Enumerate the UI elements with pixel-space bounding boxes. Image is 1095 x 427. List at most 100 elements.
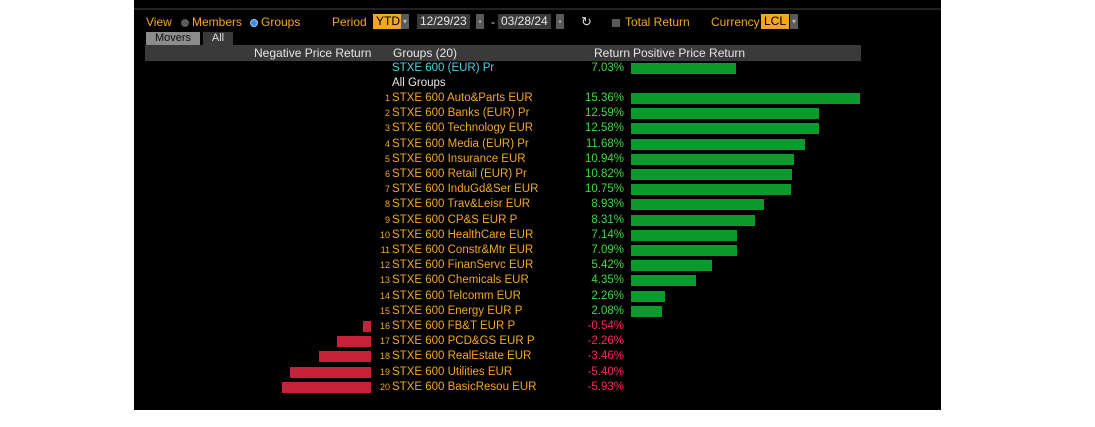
group-name: STXE 600 Auto&Parts EUR	[392, 92, 533, 104]
group-row[interactable]: 19 STXE 600 Utilities EUR -5.40%	[134, 365, 941, 380]
group-row[interactable]: 15 STXE 600 Energy EUR P 2.08%	[134, 304, 941, 319]
group-name: STXE 600 Technology EUR	[392, 122, 534, 135]
group-name: STXE 600 FinanServc EUR	[392, 259, 534, 272]
group-return-value: 12.59%	[584, 107, 624, 120]
negative-return-bar	[362, 321, 371, 332]
return-header[interactable]: Return	[594, 46, 631, 60]
group-row[interactable]: 17 STXE 600 PCD&GS EUR P -2.26%	[134, 334, 941, 349]
members-label: Members	[192, 15, 243, 29]
group-rank: 12	[379, 260, 390, 271]
group-row[interactable]: 4 STXE 600 Media (EUR) Pr 11.68%	[134, 137, 941, 152]
group-name: STXE 600 BasicResou EUR	[392, 380, 537, 393]
group-row[interactable]: 13 STXE 600 Chemicals EUR 4.35%	[134, 273, 941, 288]
positive-return-bar	[631, 199, 765, 211]
group-name: STXE 600 PCD&GS EUR P	[392, 335, 535, 348]
group-rank: 9	[384, 214, 390, 225]
group-row[interactable]: 6 STXE 600 Retail (EUR) Pr 10.82%	[134, 167, 941, 182]
group-return-value: 8.31%	[591, 213, 624, 226]
currency-dropdown-icon[interactable]: ▾	[790, 14, 798, 29]
total-return-checkbox[interactable]: Total Return	[612, 15, 690, 29]
negative-return-bar	[319, 351, 371, 363]
group-name: STXE 600 RealEstate EUR	[392, 350, 532, 363]
positive-return-header[interactable]: Positive Price Return	[633, 46, 746, 60]
positive-return-bar	[631, 245, 737, 256]
group-name: STXE 600 Telcomm EUR	[392, 289, 521, 302]
group-return-value: -5.93%	[587, 380, 624, 393]
group-name: STXE 600 Media (EUR) Pr	[392, 137, 529, 150]
group-name: STXE 600 InduGd&Ser EUR	[392, 183, 539, 196]
groups-header[interactable]: Groups (20)	[393, 46, 458, 60]
refresh-icon[interactable]: ↻	[581, 14, 592, 29]
benchmark-bar	[631, 63, 736, 74]
group-name: STXE 600 Utilities EUR	[392, 365, 513, 378]
group-return-value: 10.94%	[584, 152, 624, 165]
group-row[interactable]: 8 STXE 600 Trav&Leisr EUR 8.93%	[134, 197, 941, 212]
group-return-value: 11.68%	[585, 137, 624, 150]
tab-movers[interactable]: Movers	[146, 32, 200, 45]
group-row[interactable]: 16 STXE 600 FB&T EUR P -0.54%	[134, 319, 941, 334]
group-return-value: 7.09%	[591, 244, 624, 256]
table-header: Negative Price Return Groups (20) Return…	[145, 45, 861, 61]
group-return-value: 5.42%	[591, 259, 624, 272]
group-rank: 2	[384, 108, 390, 119]
group-rank: 8	[384, 199, 390, 210]
group-row[interactable]: 7 STXE 600 InduGd&Ser EUR 10.75%	[134, 182, 941, 197]
tab-all[interactable]: All	[203, 32, 233, 45]
group-return-value: 2.26%	[591, 289, 624, 302]
all-groups-row: All Groups	[134, 76, 941, 91]
group-row[interactable]: 10 STXE 600 HealthCare EUR 7.14%	[134, 228, 941, 243]
group-row[interactable]: 14 STXE 600 Telcomm EUR 2.26%	[134, 289, 941, 304]
negative-return-header[interactable]: Negative Price Return	[254, 46, 372, 60]
all-groups-label: All Groups	[392, 77, 446, 89]
period-select[interactable]: YTD	[373, 14, 403, 29]
positive-return-bar	[631, 275, 696, 287]
group-row[interactable]: 5 STXE 600 Insurance EUR 10.94%	[134, 152, 941, 167]
group-return-value: 7.14%	[591, 228, 624, 241]
group-name: STXE 600 Chemicals EUR	[392, 274, 529, 287]
group-row[interactable]: 3 STXE 600 Technology EUR 12.58%	[134, 121, 941, 136]
positive-return-bar	[631, 93, 860, 104]
group-name: STXE 600 FB&T EUR P	[392, 320, 516, 332]
group-return-value: -0.54%	[587, 320, 624, 332]
group-return-value: 10.82%	[584, 168, 624, 180]
group-return-value: 8.93%	[591, 198, 624, 211]
group-rank: 14	[379, 290, 390, 301]
group-return-value: 10.75%	[584, 183, 624, 196]
group-rank: 18	[379, 351, 390, 362]
positive-return-bar	[631, 108, 819, 120]
positive-return-bar	[631, 138, 806, 150]
period-label: Period	[332, 15, 367, 29]
checkbox-icon	[612, 18, 620, 27]
radio-unselected-icon	[181, 18, 189, 27]
group-row[interactable]: 18 STXE 600 RealEstate EUR -3.46%	[134, 349, 941, 364]
group-row[interactable]: 20 STXE 600 BasicResou EUR -5.93%	[134, 380, 941, 395]
start-date-field[interactable]: 12/29/23	[417, 14, 470, 29]
groups-radio[interactable]: Groups	[250, 15, 300, 29]
end-date-calendar-icon[interactable]: ▪	[556, 14, 564, 29]
group-row[interactable]: 11 STXE 600 Constr&Mtr EUR 7.09%	[134, 243, 941, 258]
group-rank: 10	[379, 229, 390, 240]
currency-select[interactable]: LCL	[761, 14, 790, 29]
positive-return-bar	[631, 214, 755, 226]
end-date-field[interactable]: 03/28/24	[498, 14, 551, 29]
benchmark-name: STXE 600 (EUR) Pr	[392, 62, 495, 74]
group-rank: 16	[379, 321, 390, 331]
group-name: STXE 600 CP&S EUR P	[392, 213, 518, 226]
group-return-value: 4.35%	[591, 274, 624, 287]
members-radio[interactable]: Members	[181, 15, 242, 29]
group-row[interactable]: 2 STXE 600 Banks (EUR) Pr 12.59%	[134, 106, 941, 121]
start-date-calendar-icon[interactable]: ▪	[476, 14, 484, 29]
positive-return-bar	[631, 229, 738, 241]
positive-return-bar	[631, 305, 662, 317]
group-row[interactable]: 12 STXE 600 FinanServc EUR 5.42%	[134, 258, 941, 273]
group-return-value: 12.58%	[584, 122, 624, 135]
positive-return-bar	[631, 260, 712, 272]
group-rank: 19	[379, 366, 390, 377]
benchmark-row[interactable]: STXE 600 (EUR) Pr 7.03%	[134, 61, 941, 76]
negative-return-bar	[337, 336, 371, 348]
period-dropdown-icon[interactable]: ▾	[401, 14, 409, 29]
group-name: STXE 600 Constr&Mtr EUR	[392, 244, 534, 256]
group-rank: 13	[379, 275, 390, 286]
group-row[interactable]: 9 STXE 600 CP&S EUR P 8.31%	[134, 213, 941, 228]
group-row[interactable]: 1 STXE 600 Auto&Parts EUR 15.36%	[134, 91, 941, 106]
